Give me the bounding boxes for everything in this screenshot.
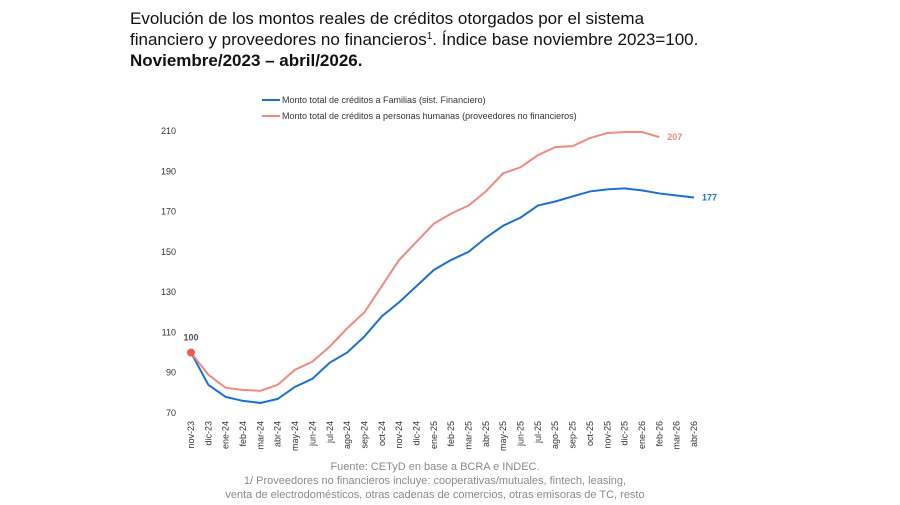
y-tick-label: 170 [161, 207, 176, 217]
x-tick-label: jul-24 [325, 421, 335, 444]
x-tick-label: jul-25 [533, 421, 543, 444]
y-tick-label: 130 [161, 287, 176, 297]
title-part: financiero y proveedores no financieros [130, 30, 427, 49]
x-tick-label: ene-24 [221, 421, 231, 449]
x-tick-label: nov-25 [602, 421, 612, 449]
x-tick-label: feb-26 [654, 421, 664, 447]
x-tick-label: abr-24 [273, 421, 283, 447]
footnote: 1/ Proveedores no financieros incluye: c… [244, 475, 626, 487]
x-tick-label: feb-24 [238, 421, 248, 447]
x-tick-label: jun-24 [307, 421, 317, 447]
x-tick-label: ene-26 [637, 421, 647, 449]
x-tick-label: sep-24 [359, 421, 369, 449]
x-tick-label: sep-25 [568, 421, 578, 449]
footnote: Fuente: CETyD en base a BCRA e INDEC. [330, 461, 539, 473]
x-tick-label: dic-25 [620, 421, 630, 446]
legend-label: Monto total de créditos a Familias (sist… [282, 95, 486, 105]
x-tick-label: oct-24 [377, 421, 387, 446]
chart-title: Evolución de los montos reales de crédit… [130, 9, 645, 28]
x-tick-label: abr-26 [689, 421, 699, 447]
x-tick-label: feb-25 [446, 421, 456, 447]
start-point [187, 348, 195, 357]
x-tick-label: abr-25 [481, 421, 491, 447]
y-tick-label: 150 [161, 247, 176, 257]
series-line [190, 187, 695, 404]
x-tick-label: ago-24 [342, 421, 352, 449]
chart-title-line: financiero y proveedores no financieros1… [130, 30, 698, 49]
x-tick-label: oct-25 [585, 421, 595, 446]
series-line [190, 131, 660, 392]
chart-subtitle: Noviembre/2023 – abril/2026. [130, 51, 362, 70]
x-tick-label: may-25 [498, 421, 508, 451]
footnote: venta de electrodomésticos, otras cadena… [225, 489, 644, 501]
x-tick-label: dic-23 [203, 421, 213, 446]
x-tick-label: mar-26 [672, 421, 682, 450]
x-tick-label: nov-24 [394, 421, 404, 449]
legend-label: Monto total de créditos a personas human… [282, 111, 577, 121]
x-tick-label: ene-25 [429, 421, 439, 449]
y-tick-label: 190 [161, 166, 176, 176]
data-label: 177 [702, 192, 717, 202]
x-tick-label: jun-25 [516, 421, 526, 447]
y-tick-label: 90 [166, 368, 176, 378]
x-tick-label: may-24 [290, 421, 300, 451]
x-tick-label: dic-24 [411, 421, 421, 446]
data-label: 207 [667, 132, 682, 142]
y-tick-label: 110 [162, 327, 176, 337]
title-note: 1 [427, 31, 433, 42]
x-tick-label: ago-25 [550, 421, 560, 449]
x-tick-label: mar-25 [464, 421, 474, 450]
y-tick-label: 70 [166, 408, 176, 418]
x-tick-label: mar-24 [255, 421, 265, 450]
title-rest: . Índice base noviembre 2023=100. [432, 30, 698, 49]
x-tick-label: nov-23 [186, 421, 196, 449]
y-tick-label: 210 [161, 126, 176, 136]
data-label: 100 [183, 333, 198, 343]
